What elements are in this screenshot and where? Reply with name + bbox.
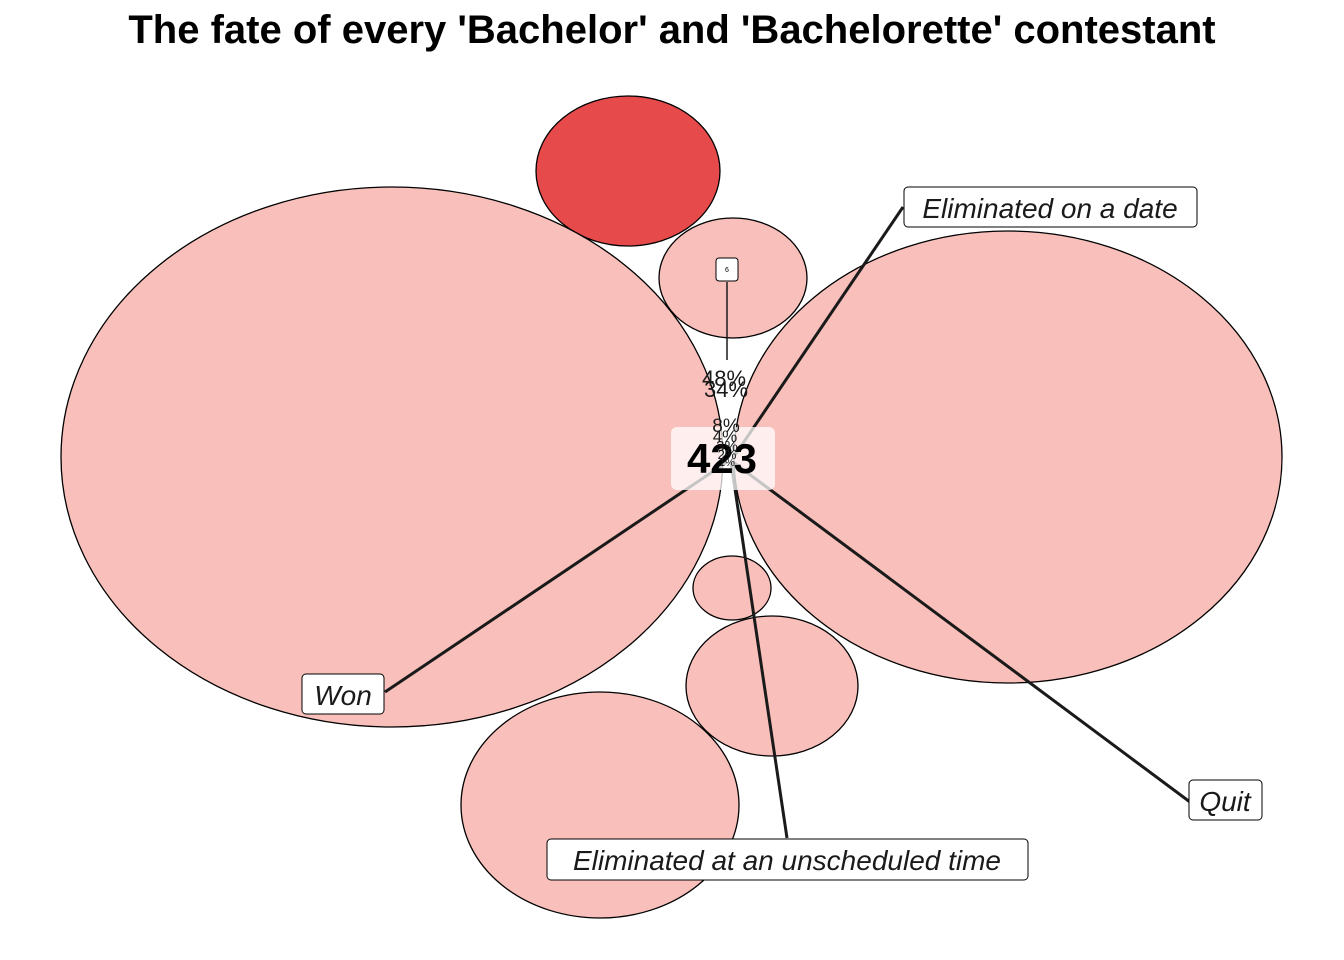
bubble-highlight <box>535 95 721 247</box>
leader-lines <box>384 206 1191 839</box>
bubble-tiny <box>692 555 772 621</box>
pct-label-2: 2% <box>718 447 737 462</box>
label-quit: Quit <box>1188 779 1263 821</box>
center-total-label: 423 <box>687 435 757 482</box>
chart-title: The fate of every 'Bachelor' and 'Bachel… <box>128 8 1216 52</box>
label-eliminated-on-a-date: Eliminated on a date <box>903 186 1198 228</box>
label-won: Won <box>301 673 385 715</box>
small-box-label: 6 <box>725 267 729 274</box>
pct-label-4: 4% <box>713 427 738 446</box>
pct-label-48: 48% <box>702 366 746 391</box>
category-labels: Eliminated on a date Won Quit Eliminated… <box>301 186 1263 881</box>
bubble-bottom <box>460 691 740 919</box>
pct-label-1: 1% <box>719 457 735 469</box>
bubble-right-large <box>733 230 1283 684</box>
label-text-eliminated-unscheduled: Eliminated at an unscheduled time <box>573 845 1001 876</box>
label-text-quit: Quit <box>1199 786 1252 817</box>
leader-quit <box>732 460 1191 804</box>
leader-eliminated-on-a-date <box>733 206 905 456</box>
pct-label-3: 3% <box>716 438 738 455</box>
bubbles-group <box>60 95 1283 919</box>
leader-won <box>384 460 728 694</box>
small-box-rect <box>715 257 739 282</box>
bubble-medium-right <box>685 615 859 757</box>
pct-label-8: 8% <box>712 416 740 437</box>
label-text-won: Won <box>314 680 372 711</box>
label-text-eliminated-on-a-date: Eliminated on a date <box>922 193 1177 224</box>
pct-label-34: 34% <box>704 377 748 402</box>
leader-eliminated-unscheduled <box>729 461 789 839</box>
center-total-box <box>671 427 775 490</box>
small-box: 6 <box>715 257 739 282</box>
bubble-left-large <box>60 186 724 728</box>
percent-labels: 48% 34% 8% 4% 3% 2% 1% <box>702 366 748 469</box>
center-total: 423 <box>671 427 775 490</box>
label-eliminated-unscheduled: Eliminated at an unscheduled time <box>546 838 1029 881</box>
